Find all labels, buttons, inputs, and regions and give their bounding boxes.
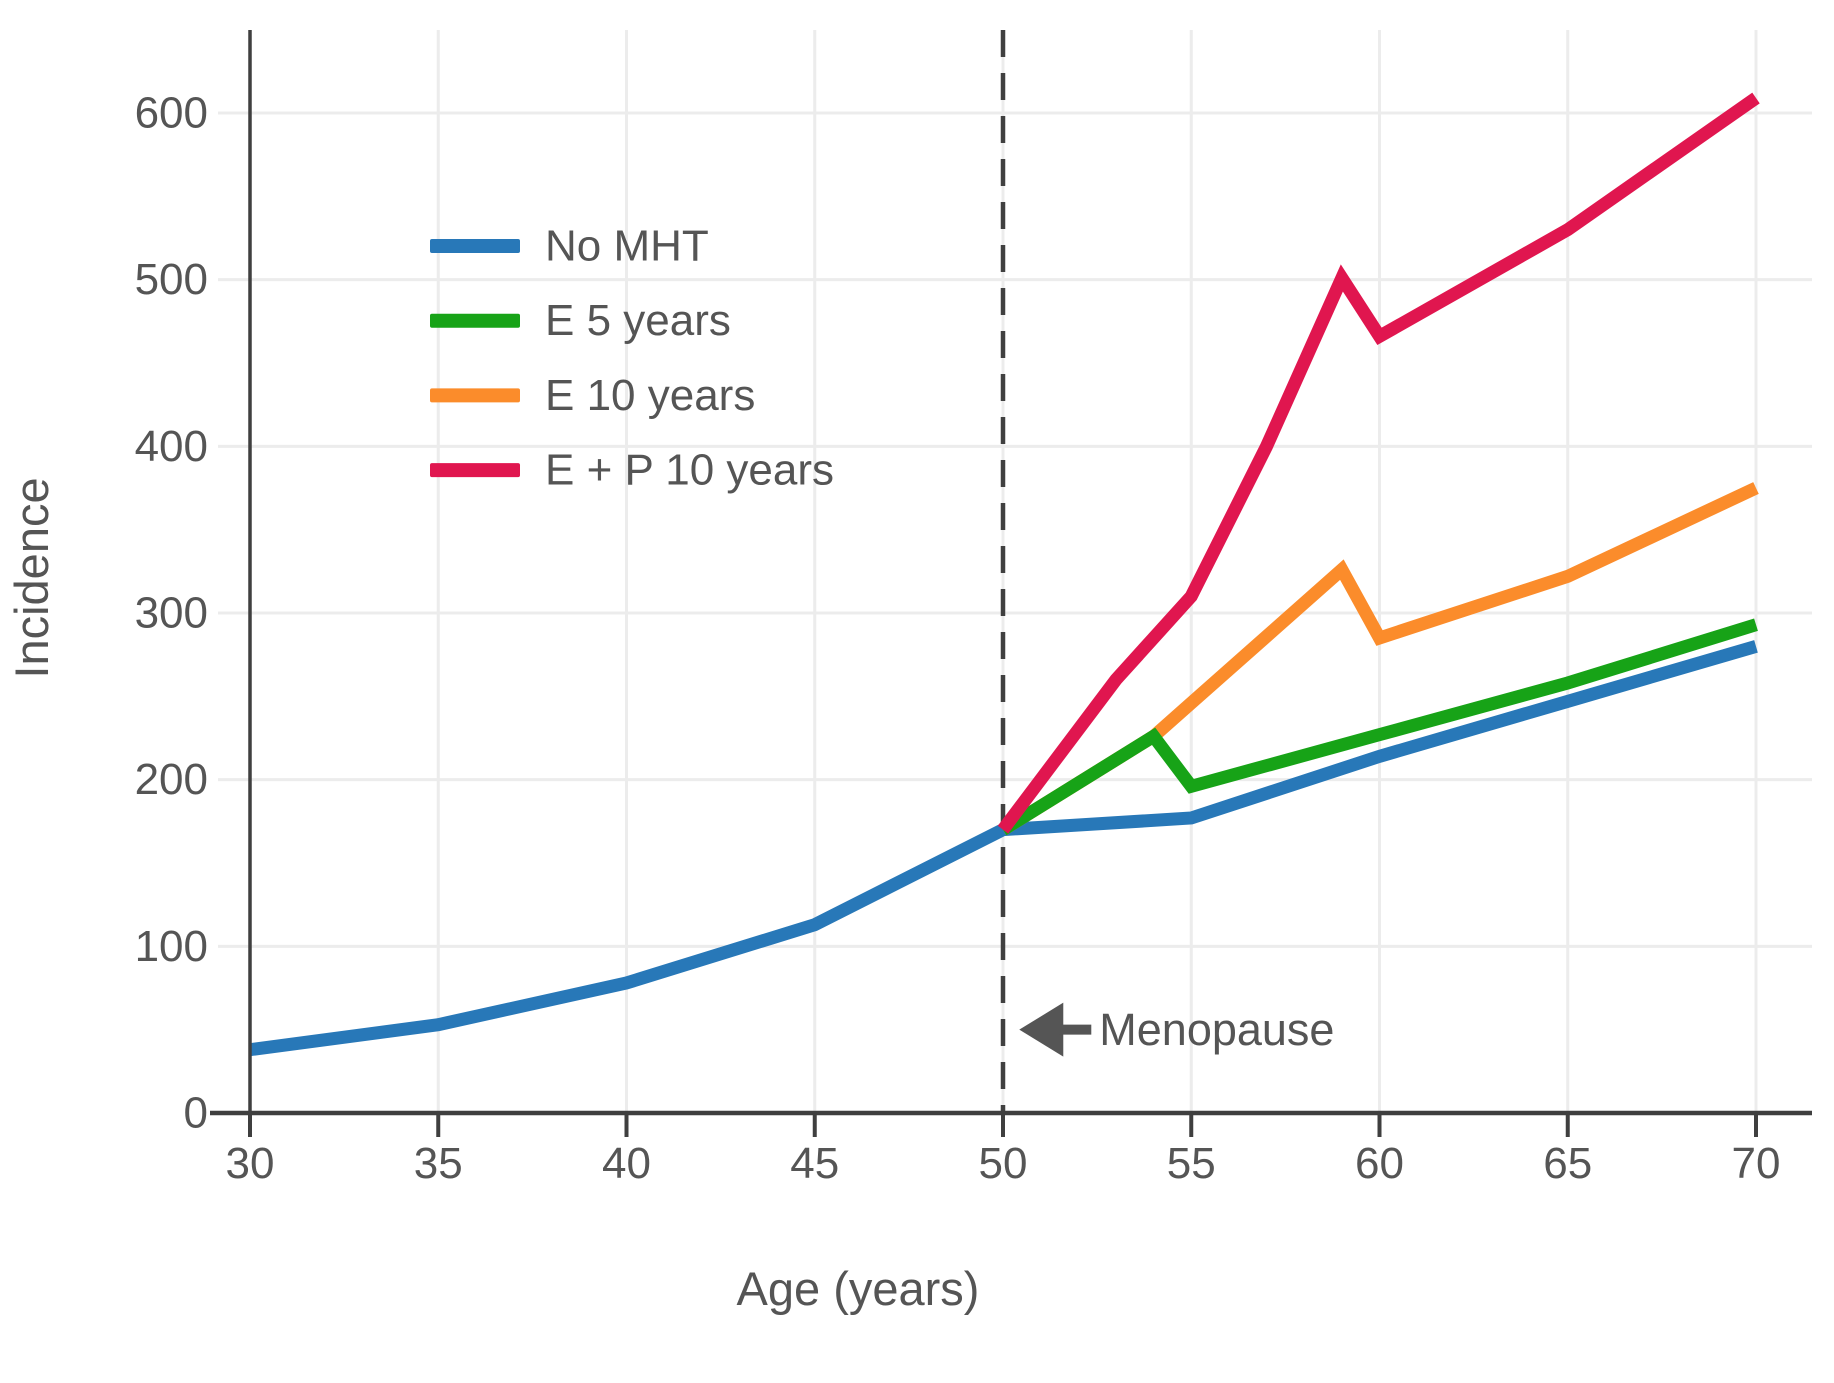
legend-label-e-5-years: E 5 years — [545, 296, 731, 345]
legend-label-no-mht: No MHT — [545, 222, 709, 271]
y-tick-label-600: 600 — [135, 89, 208, 138]
menopause-annotation: Menopause — [1019, 1002, 1334, 1057]
x-tick-marks — [248, 1113, 1758, 1137]
legend: No MHT E 5 years E 10 years E + P 10 years — [430, 222, 834, 495]
series-lines — [249, 92, 1760, 1057]
x-tick-label-60: 60 — [1355, 1139, 1404, 1188]
left-arrow-icon — [1019, 1002, 1064, 1057]
legend-label-e-p-10-years: E + P 10 years — [545, 446, 834, 495]
legend-swatch-e-10-years — [430, 388, 520, 403]
menopause-label: Menopause — [1099, 1004, 1334, 1055]
x-tick-label-40: 40 — [602, 1139, 651, 1188]
y-tick-label-300: 300 — [135, 589, 208, 638]
y-tick-label-0: 0 — [184, 1089, 208, 1138]
x-tick-label-65: 65 — [1543, 1139, 1592, 1188]
x-tick-label-70: 70 — [1732, 1139, 1781, 1188]
y-tick-labels: 0 100 200 300 400 500 600 — [135, 89, 208, 1138]
x-tick-label-45: 45 — [790, 1139, 839, 1188]
series-line-e-p-10-years — [997, 92, 1760, 834]
y-tick-label-100: 100 — [135, 922, 208, 971]
y-axis-title: Incidence — [5, 477, 58, 678]
series-line-e-5-years — [999, 618, 1758, 836]
legend-swatch-no-mht — [430, 239, 520, 253]
x-tick-label-55: 55 — [1167, 1139, 1216, 1188]
y-tick-label-500: 500 — [135, 255, 208, 304]
legend-swatch-e-5-years — [430, 313, 520, 328]
x-tick-labels: 30 35 40 45 50 55 60 65 70 — [226, 1139, 1781, 1188]
y-tick-label-400: 400 — [135, 422, 208, 471]
x-tick-label-50: 50 — [979, 1139, 1028, 1188]
y-tick-label-200: 200 — [135, 755, 208, 804]
x-tick-label-35: 35 — [414, 1139, 463, 1188]
x-tick-label-30: 30 — [226, 1139, 275, 1188]
x-axis-title: Age (years) — [737, 1262, 980, 1315]
legend-label-e-10-years: E 10 years — [545, 371, 755, 420]
axes — [210, 30, 1812, 1116]
legend-swatch-e-p-10-years — [430, 463, 520, 478]
